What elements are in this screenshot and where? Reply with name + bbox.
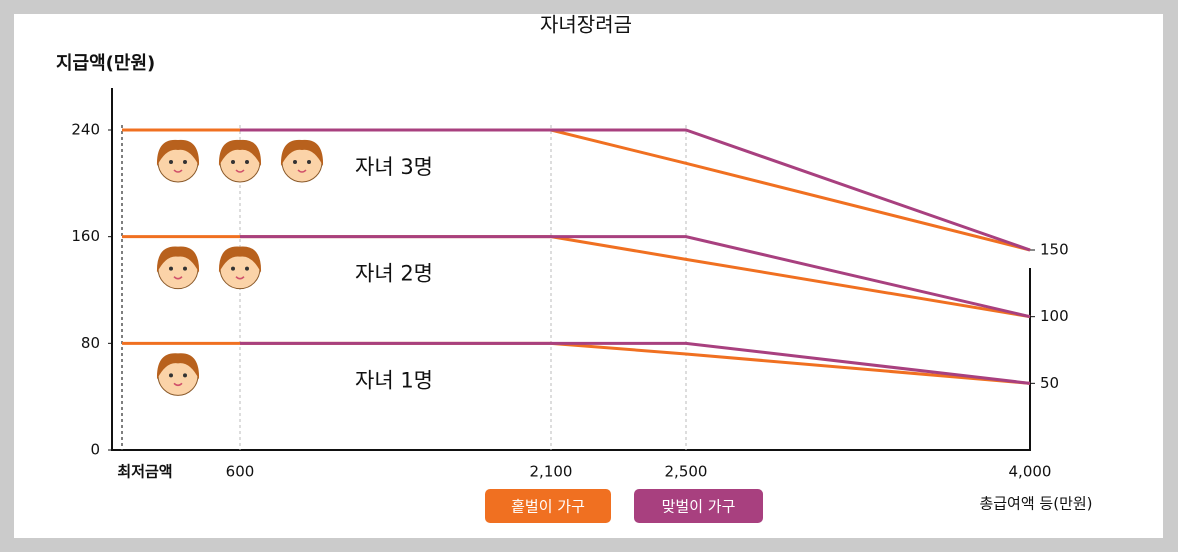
eye — [183, 373, 187, 378]
eye — [231, 266, 235, 271]
right-tick-label: 100 — [1040, 307, 1069, 325]
y-axis-label: 지급액(만원) — [56, 53, 155, 74]
right-tick-label: 50 — [1040, 374, 1059, 392]
eye — [169, 373, 173, 378]
hair — [156, 353, 200, 380]
series-line — [240, 341, 1031, 385]
y-tick-label: 0 — [90, 441, 100, 459]
eye — [183, 160, 187, 164]
mouth — [235, 169, 245, 173]
mouth — [173, 276, 183, 280]
hair — [218, 139, 262, 166]
eye — [169, 266, 173, 271]
group-label: 자녀 1명 — [355, 368, 433, 392]
legend-label: 맞벌이 가구 — [662, 498, 736, 516]
group-label: 자녀 3명 — [355, 155, 433, 179]
eye — [245, 266, 249, 271]
x-axis-label: 총급여액 등(만원) — [979, 495, 1092, 513]
y-tick-label: 240 — [71, 121, 100, 139]
y-tick-label: 80 — [81, 334, 100, 352]
hair — [280, 139, 324, 166]
eye — [245, 160, 249, 164]
right-tick-label: 150 — [1040, 241, 1069, 259]
y-tick-label: 160 — [71, 227, 100, 245]
series-line — [240, 128, 1031, 252]
eye — [183, 266, 187, 271]
x-tick-label: 600 — [226, 463, 255, 481]
eye — [293, 160, 297, 164]
legend-swatch — [485, 489, 611, 523]
series-line — [240, 235, 1031, 319]
eye — [169, 160, 173, 164]
hair — [218, 246, 262, 273]
group-label: 자녀 2명 — [355, 262, 433, 286]
mouth — [173, 169, 183, 173]
hair — [156, 246, 200, 273]
x-tick-label: 2,100 — [530, 463, 573, 481]
x-tick-label: 4,000 — [1009, 463, 1052, 481]
x-tick-label: 최저금액 — [117, 463, 172, 481]
mouth — [235, 276, 245, 280]
mouth — [297, 169, 307, 173]
eye — [231, 160, 235, 164]
eye — [307, 160, 311, 164]
legend-label: 홑벌이 가구 — [511, 498, 585, 516]
x-tick-label: 2,500 — [665, 463, 708, 481]
hair — [156, 139, 200, 166]
legend-swatch — [634, 489, 763, 523]
mouth — [173, 382, 183, 387]
chart-title: 자녀장려금 — [540, 13, 632, 37]
